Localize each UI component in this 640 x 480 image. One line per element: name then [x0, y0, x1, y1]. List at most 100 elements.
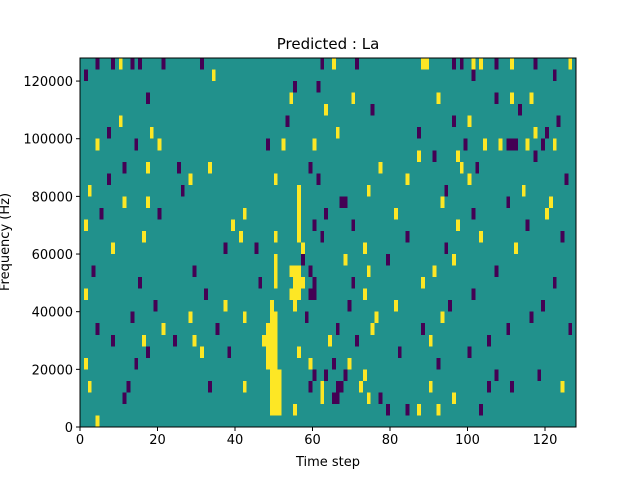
heatmap-cell — [211, 69, 216, 82]
heatmap-cell — [273, 311, 278, 324]
heatmap-cell — [297, 207, 301, 220]
heatmap-cell — [564, 173, 569, 185]
heatmap-cell — [122, 161, 127, 174]
heatmap-cell — [362, 369, 367, 381]
heatmap-cell — [242, 207, 247, 220]
heatmap-cell — [223, 300, 228, 312]
heatmap-cell — [91, 265, 96, 278]
heatmap-cell — [455, 219, 460, 231]
heatmap-cell — [545, 207, 549, 220]
heatmap-cell — [417, 403, 421, 416]
x-tick-label: 80 — [382, 433, 399, 448]
y-tick-label: 60000 — [32, 248, 73, 263]
heatmap-cell — [417, 150, 421, 162]
heatmap-cell — [459, 58, 464, 70]
heatmap-cell — [95, 58, 100, 70]
heatmap-cell — [494, 92, 499, 105]
heatmap-cell — [207, 161, 212, 174]
heatmap-cell — [83, 219, 88, 231]
heatmap-cell — [293, 300, 297, 312]
x-tick-label: 20 — [149, 433, 166, 448]
heatmap-cell — [397, 346, 402, 358]
heatmap-cell — [328, 334, 332, 347]
heatmap-cell — [161, 323, 166, 335]
heatmap-cell — [339, 196, 344, 208]
heatmap-cell — [351, 219, 356, 231]
heatmap-cell — [343, 369, 348, 381]
heatmap-cell — [312, 369, 317, 381]
heatmap-cell — [552, 69, 557, 82]
heatmap-cell — [486, 380, 491, 393]
heatmap-cell — [204, 288, 208, 301]
heatmap-cell — [107, 173, 111, 185]
heatmap-cell — [514, 138, 518, 151]
heatmap-cell — [273, 369, 278, 381]
heatmap-cell — [242, 380, 247, 393]
heatmap-cell — [258, 277, 263, 289]
x-tick-label: 120 — [533, 433, 558, 448]
x-tick-label: 100 — [455, 433, 480, 448]
heatmap-cell — [335, 323, 340, 335]
heatmap-cell — [463, 138, 468, 151]
heatmap-cell — [269, 403, 274, 416]
heatmap-cell — [343, 196, 348, 208]
heatmap-cell — [343, 254, 348, 266]
heatmap-cell — [277, 392, 282, 404]
heatmap-cell — [471, 58, 476, 70]
heatmap-cell — [444, 184, 449, 197]
heatmap-cell — [405, 173, 410, 185]
heatmap-cell — [316, 173, 321, 185]
heatmap-cell — [316, 81, 321, 93]
heatmap-cell — [273, 357, 278, 370]
heatmap-cell — [479, 58, 483, 70]
heatmap-cell — [122, 392, 127, 404]
heatmap-cell — [521, 184, 526, 197]
heatmap-cell — [312, 138, 317, 151]
heatmap-cell — [405, 403, 410, 416]
heatmap-cell — [486, 334, 491, 347]
heatmap-cell — [483, 138, 487, 151]
heatmap-cell — [289, 92, 294, 105]
heatmap-cell — [324, 104, 328, 116]
heatmap-cell — [207, 380, 212, 393]
heatmap-cell — [107, 127, 111, 139]
heatmap-cell — [95, 323, 100, 335]
heatmap-cell — [541, 300, 545, 312]
heatmap-cell — [297, 265, 301, 278]
y-axis-label: Frequency (Hz) — [0, 193, 13, 291]
heatmap-background — [80, 58, 576, 427]
heatmap-cell — [134, 138, 139, 151]
heatmap-cell — [506, 323, 511, 335]
heatmap-cell — [277, 380, 282, 393]
heatmap-cell — [300, 254, 305, 266]
heatmap-cell — [308, 265, 313, 278]
heatmap-cell — [498, 138, 503, 151]
heatmap-cell — [529, 92, 534, 105]
x-axis-label: Time step — [295, 455, 360, 470]
x-axis: 0 20 40 60 80 100 120 — [76, 427, 558, 448]
heatmap-cell — [494, 265, 499, 278]
heatmap-cell — [269, 357, 274, 370]
heatmap-cell — [347, 300, 352, 312]
heatmap-cell — [281, 138, 286, 151]
heatmap-cell — [393, 207, 398, 220]
heatmap-cell — [370, 323, 375, 335]
heatmap-cell — [359, 380, 363, 393]
heatmap-cell — [192, 334, 197, 347]
heatmap-cell — [335, 380, 340, 393]
heatmap-cell — [308, 161, 313, 174]
heatmap-cell — [99, 207, 104, 220]
heatmap-cell — [312, 288, 317, 301]
heatmap-cell — [273, 265, 278, 278]
heatmap-cell — [297, 196, 301, 208]
heatmap-cell — [269, 334, 274, 347]
heatmap-cell — [176, 161, 181, 174]
heatmap-cell — [277, 403, 282, 416]
heatmap-cell — [436, 403, 441, 416]
heatmap-cell — [467, 115, 472, 128]
x-tick-label: 0 — [76, 433, 84, 448]
heatmap-cell — [529, 311, 534, 324]
heatmap-cell — [126, 380, 131, 393]
heatmap-cell — [510, 92, 514, 105]
heatmap-cell — [122, 196, 127, 208]
